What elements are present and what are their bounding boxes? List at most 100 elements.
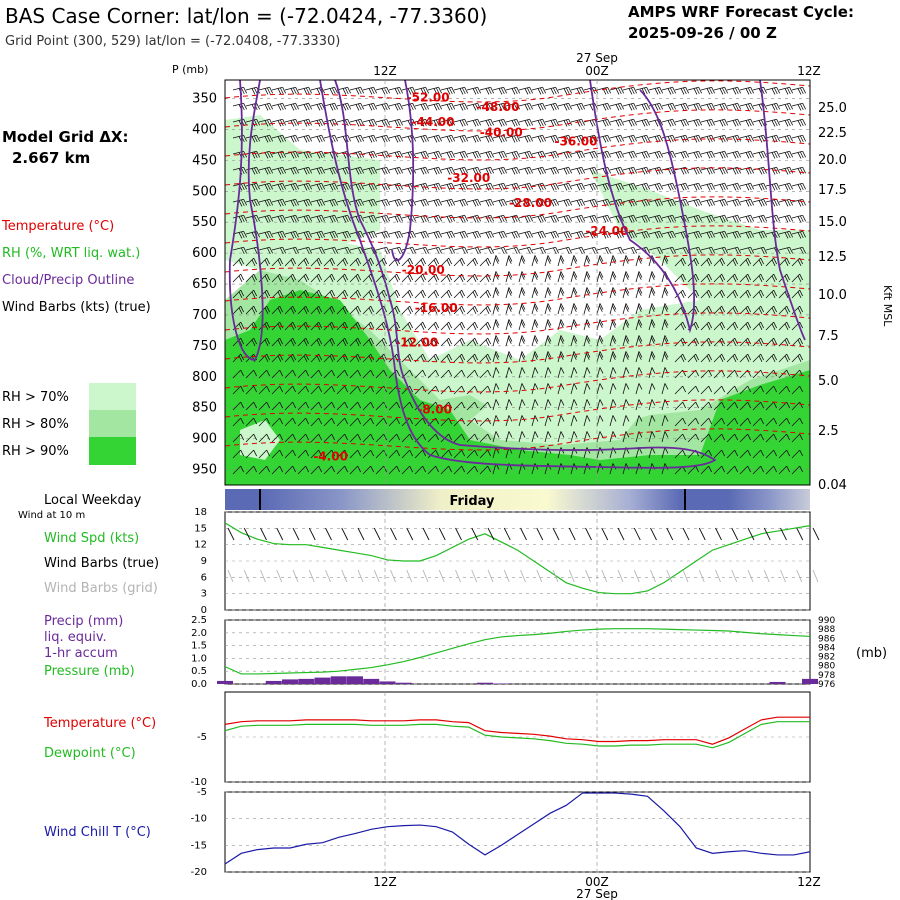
wind-barb-flag [370,353,375,361]
wind-barb-flag [370,167,375,175]
wind-barb-shaft [440,166,452,171]
wind-barb-flag [472,216,477,223]
wind-barb-shaft [713,337,722,347]
wind-barb-flag [435,385,440,393]
wind-barb-flag [396,103,401,111]
wind-barb [401,449,414,459]
wind-barb-flag [682,433,687,441]
wind-barb-flag [487,433,492,441]
wind-barb-flag [344,433,349,441]
wind-barb-flag [682,337,687,345]
wind-barb-flag [316,152,321,159]
wind-barb-flag [750,103,755,110]
wind-barb-flag [589,216,594,223]
wind-barb-flag [282,87,287,94]
wind-barb [596,367,604,379]
wind-barb-flag [773,449,778,457]
wind-barb-shaft [778,102,790,107]
wind-barb-flag [534,399,539,406]
wind-barb [726,214,742,223]
wind-barb-flag [724,151,729,158]
wind-barb [596,303,604,315]
wind-barb-flag [305,103,310,111]
wind-barb-flag [615,152,620,159]
wind-barb-shaft [687,86,699,91]
wind-barb-flag [407,355,412,363]
wind-barb-flag [539,247,544,255]
wind-barb-shaft [648,319,653,331]
wind-barb-true [812,527,820,541]
wind-barb-flag [355,120,360,127]
wind-barb-flag [487,167,492,175]
wind-barb-shaft [349,321,358,331]
wind-barb-flag [708,167,713,175]
wind-barb-flag [329,168,334,175]
wind-barb-flag [266,199,271,207]
wind-barb-shaft [349,246,361,251]
wind-barb-flag [461,289,466,297]
wind-barb-shaft [427,230,439,235]
wind-barb-shaft [700,369,709,379]
wind-barb-shaft [752,246,764,251]
wind-barb [544,182,560,191]
model-grid-value: 2.667 km [12,149,90,167]
wind-barb-flag [758,339,763,347]
wind-barb [674,401,687,411]
wind-barb-shaft [622,335,627,347]
wind-barb-flag [477,87,482,94]
wind-barb-flag [563,168,568,175]
wind-barb [323,273,336,283]
wind-barb [232,385,245,395]
wind-barb-flag [472,184,477,191]
wind-barb-flag [695,257,700,265]
wind-barb [557,118,573,127]
wind-barb-flag [750,247,755,254]
wind-barb-shaft [258,433,267,443]
wind-barb-flag [253,135,258,143]
wind-barb-shaft [492,431,497,443]
rh90-swatch [89,437,136,465]
wind-barb-flag [611,257,616,264]
wind-barb [479,305,492,315]
wind-barb-flag [693,323,698,331]
wind-barb-shaft [700,246,712,251]
wind-barb [531,287,539,299]
wind-barb-flag [760,369,765,377]
wind-barb [492,134,508,143]
wind-barb-shaft [713,289,722,299]
wind-barb-shaft [440,182,452,187]
wind-barb-flag [422,289,427,297]
top-tick-00z: 00Z [585,64,609,78]
wind-barb-grid [422,569,429,583]
wind-barb [271,150,287,159]
wind-barb [583,255,591,267]
wind-barb-flag [318,449,323,457]
wind-barb-true [325,527,332,541]
wind-barb-flag [516,103,521,110]
wind-barb [284,182,300,191]
wind-barb-flag [773,167,778,175]
wind-barb-flag [539,135,544,143]
wind-barb-flag [667,136,672,143]
wind-barb-flag [771,275,776,283]
wind-barb-flag [771,291,776,299]
wind-barb [726,246,742,255]
wind-barb-shaft [570,246,582,251]
wind-barb [570,415,578,427]
wind-barb-flag [537,88,542,95]
wind-barb-flag [368,291,373,299]
wind-barb-shaft [362,305,371,315]
wind-barb-flag [573,431,578,438]
wind-barb-flag [633,103,638,110]
wind-barb-shaft [596,182,608,187]
wind-barb [648,86,664,95]
wind-barb-shaft [310,449,319,459]
wind-barb-flag [734,273,739,281]
wind-barb [518,431,526,443]
wind-barb-shaft [401,182,413,187]
bottom-tick-12z-a: 12Z [373,875,397,889]
wind-barb-flag [542,199,547,206]
wind-barb-shaft [752,134,764,139]
wind-barb-flag [539,87,544,95]
wind-barb-flag [628,200,633,207]
